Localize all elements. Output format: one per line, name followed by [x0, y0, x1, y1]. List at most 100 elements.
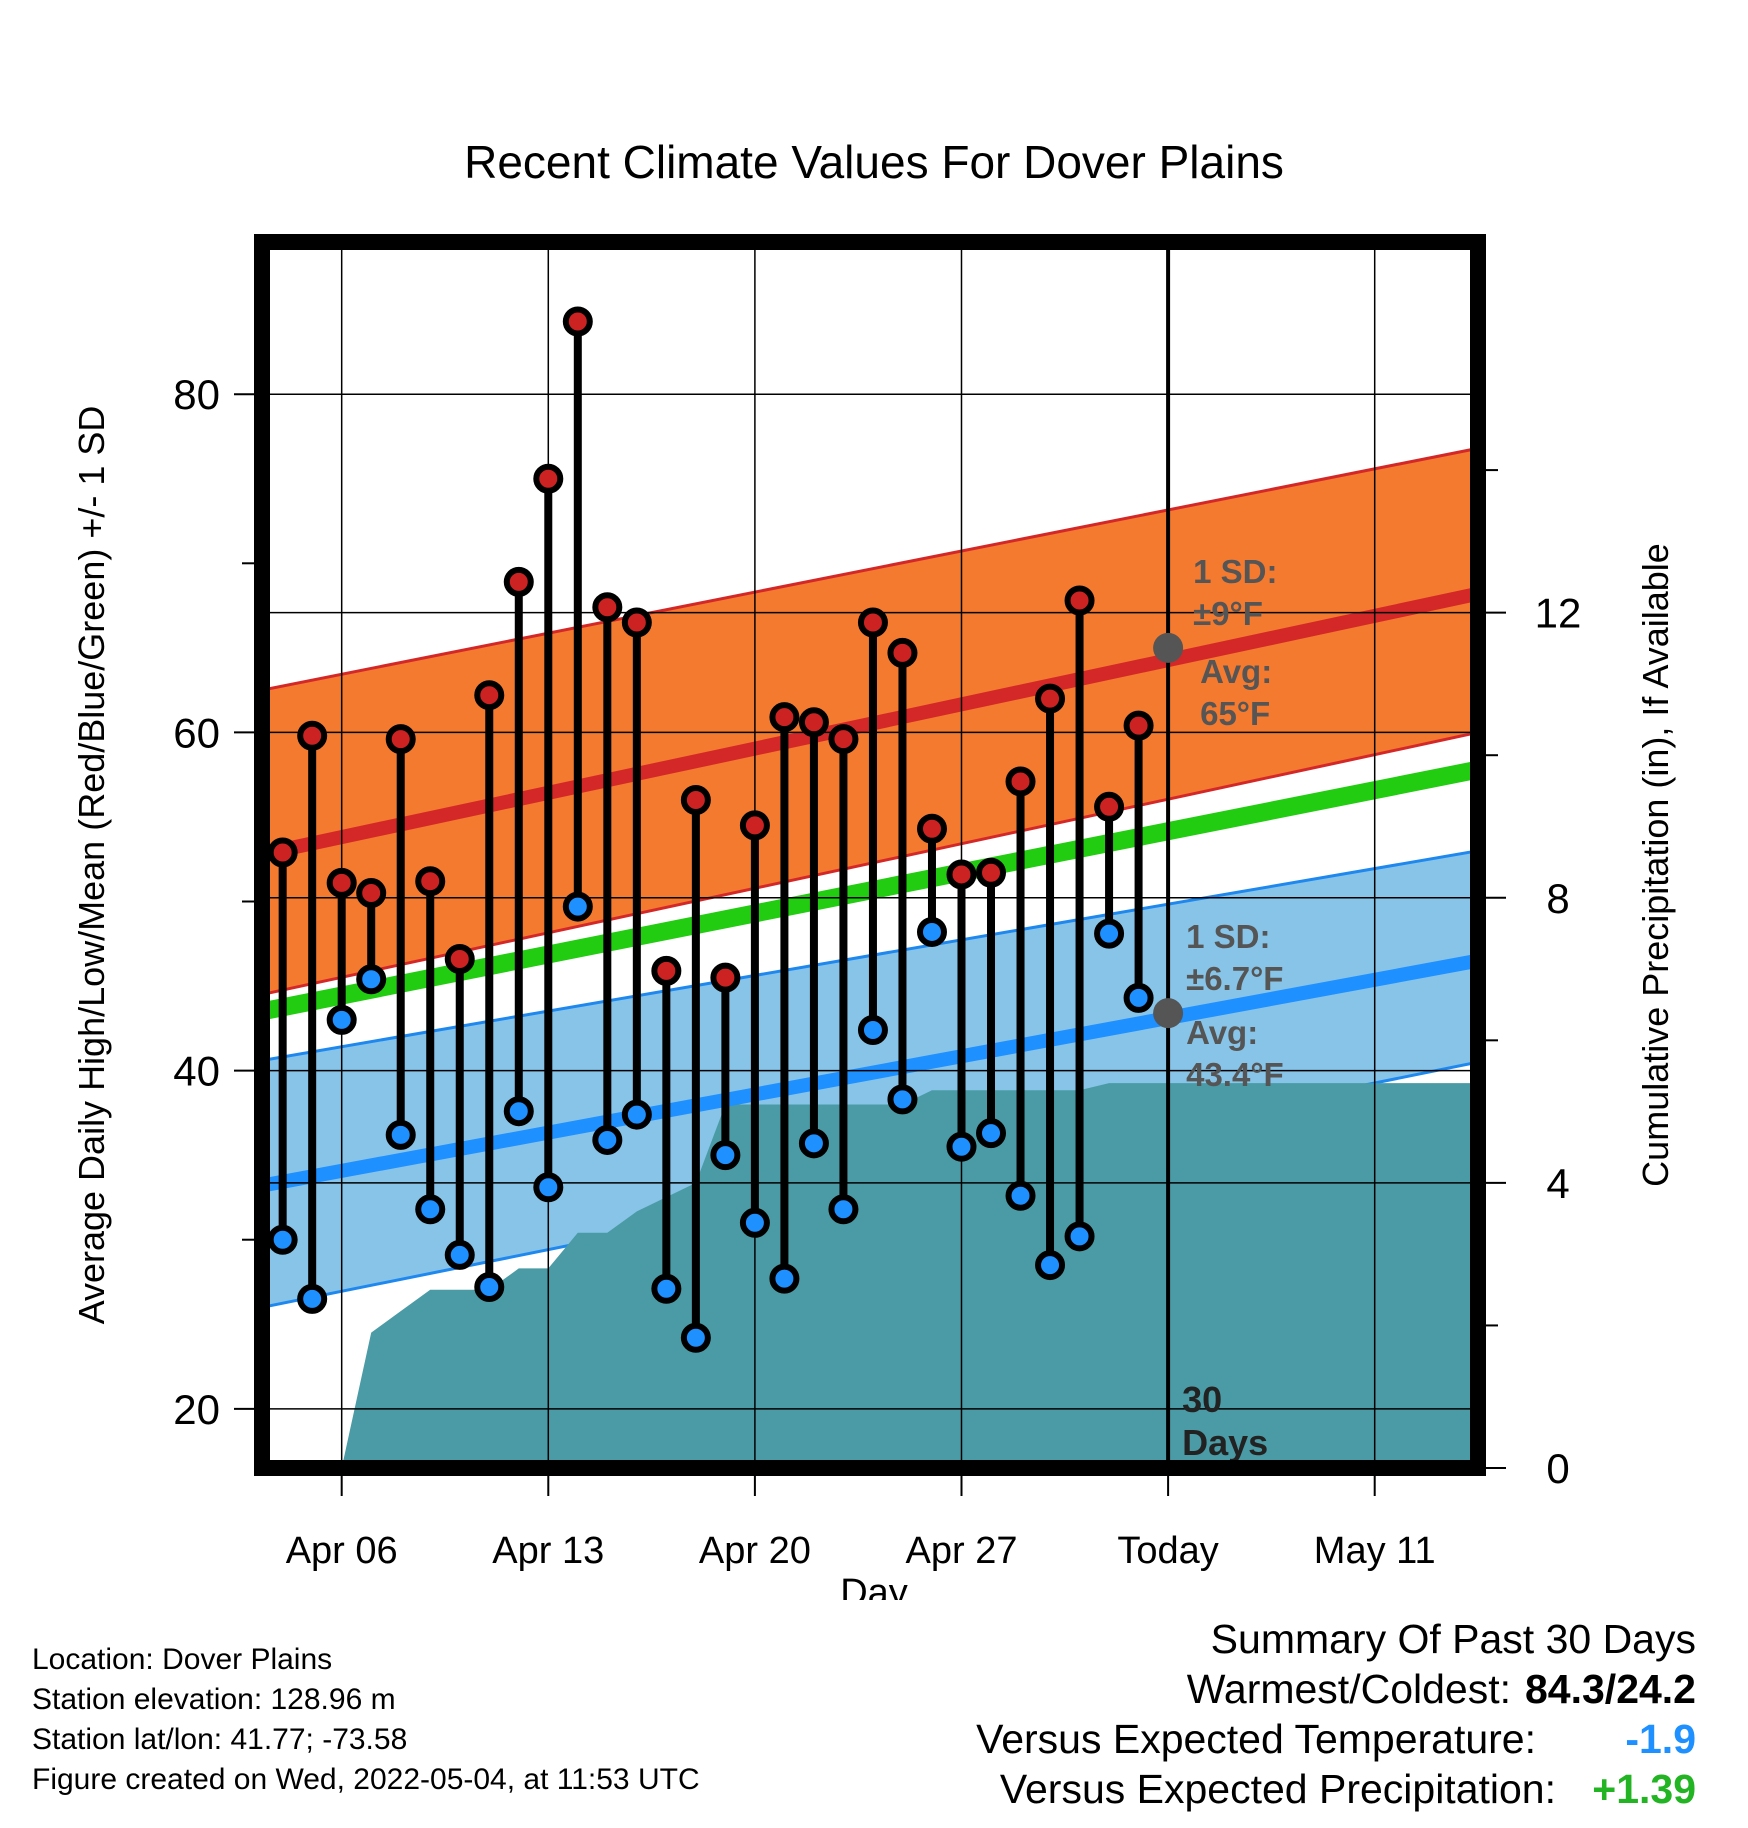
created-text: Figure created on Wed, 2022-05-04, at 11…	[32, 1763, 700, 1796]
low-sd-label: 1 SD:	[1186, 918, 1270, 955]
daily-low-point	[1094, 918, 1125, 949]
y2-tick-label: 12	[1535, 590, 1582, 637]
high-avg-marker	[1153, 632, 1184, 663]
daily-high-point	[680, 785, 711, 816]
x-tick-label: Apr 13	[492, 1530, 604, 1572]
daily-low-point	[444, 1239, 475, 1270]
high-sd-value: ±9°F	[1193, 595, 1263, 632]
daily-low-point	[267, 1224, 298, 1255]
precip-area	[341, 1083, 1478, 1468]
y-tick-label: 80	[173, 371, 220, 418]
axes: Apr 06 Apr 13 Apr 20 Apr 27 Today May 1120406…	[173, 234, 1582, 1572]
station-info: Location: Dover Plains Station elevation…	[32, 1640, 700, 1800]
high-sd-label: 1 SD:	[1193, 553, 1277, 590]
summary-precip-row: Versus Expected Precipitation: +1.39	[976, 1764, 1696, 1814]
daily-high-point	[887, 637, 918, 668]
low-normal-line	[262, 953, 1478, 1193]
daily-low-point	[887, 1084, 918, 1115]
precip-value: +1.39	[1592, 1766, 1696, 1812]
daily-low-point	[739, 1207, 770, 1238]
high-avg-label: Avg:	[1200, 653, 1272, 690]
daily-high-point	[1035, 683, 1066, 714]
daily-low-point	[297, 1283, 328, 1314]
temp-value: -1.9	[1625, 1716, 1696, 1762]
elevation-text: Station elevation: 128.96 m	[32, 1683, 396, 1716]
warmest-value: 84.3/24.2	[1525, 1666, 1696, 1712]
daily-high-point	[976, 857, 1007, 888]
daily-low-point	[503, 1096, 534, 1127]
daily-low-point	[621, 1099, 652, 1130]
x-tick-label: Today	[1117, 1530, 1218, 1572]
summary-panel: Summary Of Past 30 Days Warmest/Coldest:…	[976, 1614, 1696, 1814]
low-avg-marker	[1153, 998, 1184, 1029]
summary-heading: Summary Of Past 30 Days	[1210, 1616, 1696, 1662]
summary-temp-row: Versus Expected Temperature: -1.9	[976, 1714, 1696, 1764]
y-tick-label: 20	[173, 1386, 220, 1433]
summary-warmest-row: Warmest/Coldest: 84.3/24.2	[976, 1664, 1696, 1714]
daily-high-point	[592, 592, 623, 623]
daily-high-point	[326, 867, 357, 898]
low-avg-value: 43.4°F	[1186, 1056, 1284, 1093]
daily-low-point	[798, 1128, 829, 1159]
daily-low-point	[680, 1322, 711, 1353]
y-tick-label: 60	[173, 709, 220, 756]
daily-high-point	[798, 707, 829, 738]
y-axis-label: Average Daily High/Low/Mean (Red/Blue/Gr…	[71, 406, 112, 1325]
daily-low-point	[1005, 1180, 1036, 1211]
daily-low-point	[857, 1015, 888, 1046]
y2-axis-label: Cumulative Precipitation (in), If Availa…	[1635, 543, 1676, 1187]
daily-high-point	[533, 463, 564, 494]
period-label-number: 30	[1182, 1379, 1222, 1420]
daily-high-point	[503, 566, 534, 597]
daily-low-point	[1035, 1250, 1066, 1281]
warmest-label: Warmest/Coldest:	[1186, 1666, 1511, 1712]
y2-tick-label: 8	[1546, 875, 1569, 922]
daily-low-point	[976, 1118, 1007, 1149]
daily-high-point	[444, 943, 475, 974]
plot-border	[254, 234, 1486, 1476]
x-axis-label: Day	[840, 1572, 908, 1600]
daily-high-point	[1123, 710, 1154, 741]
daily-low-point	[1064, 1221, 1095, 1252]
daily-low-point	[326, 1004, 357, 1035]
plot-area: 1 SD: ±9°F Avg: 65°F 1 SD: ±6.7°F Avg: 43.4°F 30…	[262, 242, 1478, 1468]
daily-high-point	[356, 878, 387, 909]
daily-low-point	[946, 1131, 977, 1162]
daily-low-point	[651, 1273, 682, 1304]
period-label-unit: Days	[1182, 1422, 1268, 1463]
daily-high-point	[415, 866, 446, 897]
daily-high-point	[916, 813, 947, 844]
location-text: Location: Dover Plains	[32, 1643, 333, 1676]
daily-high-point	[828, 724, 859, 755]
daily-high-point	[769, 702, 800, 733]
daily-high-point	[1094, 791, 1125, 822]
daily-high-point	[1064, 585, 1095, 616]
daily-high-point	[474, 680, 505, 711]
daily-low-point	[710, 1140, 741, 1171]
daily-low-point	[356, 964, 387, 995]
daily-high-point	[297, 720, 328, 751]
daily-low-point	[769, 1263, 800, 1294]
x-tick-label: Apr 20	[699, 1530, 811, 1572]
daily-low-point	[592, 1124, 623, 1155]
daily-low-point	[828, 1194, 859, 1225]
daily-high-point	[1005, 766, 1036, 797]
climate-chart: Recent Climate Values For Dover Plains 1…	[71, 136, 1676, 1600]
x-tick-label: Apr 27	[906, 1530, 1018, 1572]
daily-high-point	[621, 607, 652, 638]
daily-low-point	[562, 891, 593, 922]
daily-low-point	[916, 916, 947, 947]
daily-high-point	[267, 837, 298, 868]
daily-high-point	[385, 724, 416, 755]
daily-low-point	[385, 1119, 416, 1150]
x-tick-label: May 11	[1314, 1530, 1436, 1572]
x-tick-label: Apr 06	[286, 1530, 398, 1572]
daily-low-point	[1123, 982, 1154, 1013]
daily-high-point	[562, 306, 593, 337]
daily-high-point	[710, 962, 741, 993]
low-avg-label: Avg:	[1186, 1014, 1258, 1051]
low-sd-value: ±6.7°F	[1186, 960, 1283, 997]
precip-label: Versus Expected Precipitation:	[999, 1766, 1556, 1812]
daily-high-point	[946, 859, 977, 890]
daily-high-point	[857, 607, 888, 638]
